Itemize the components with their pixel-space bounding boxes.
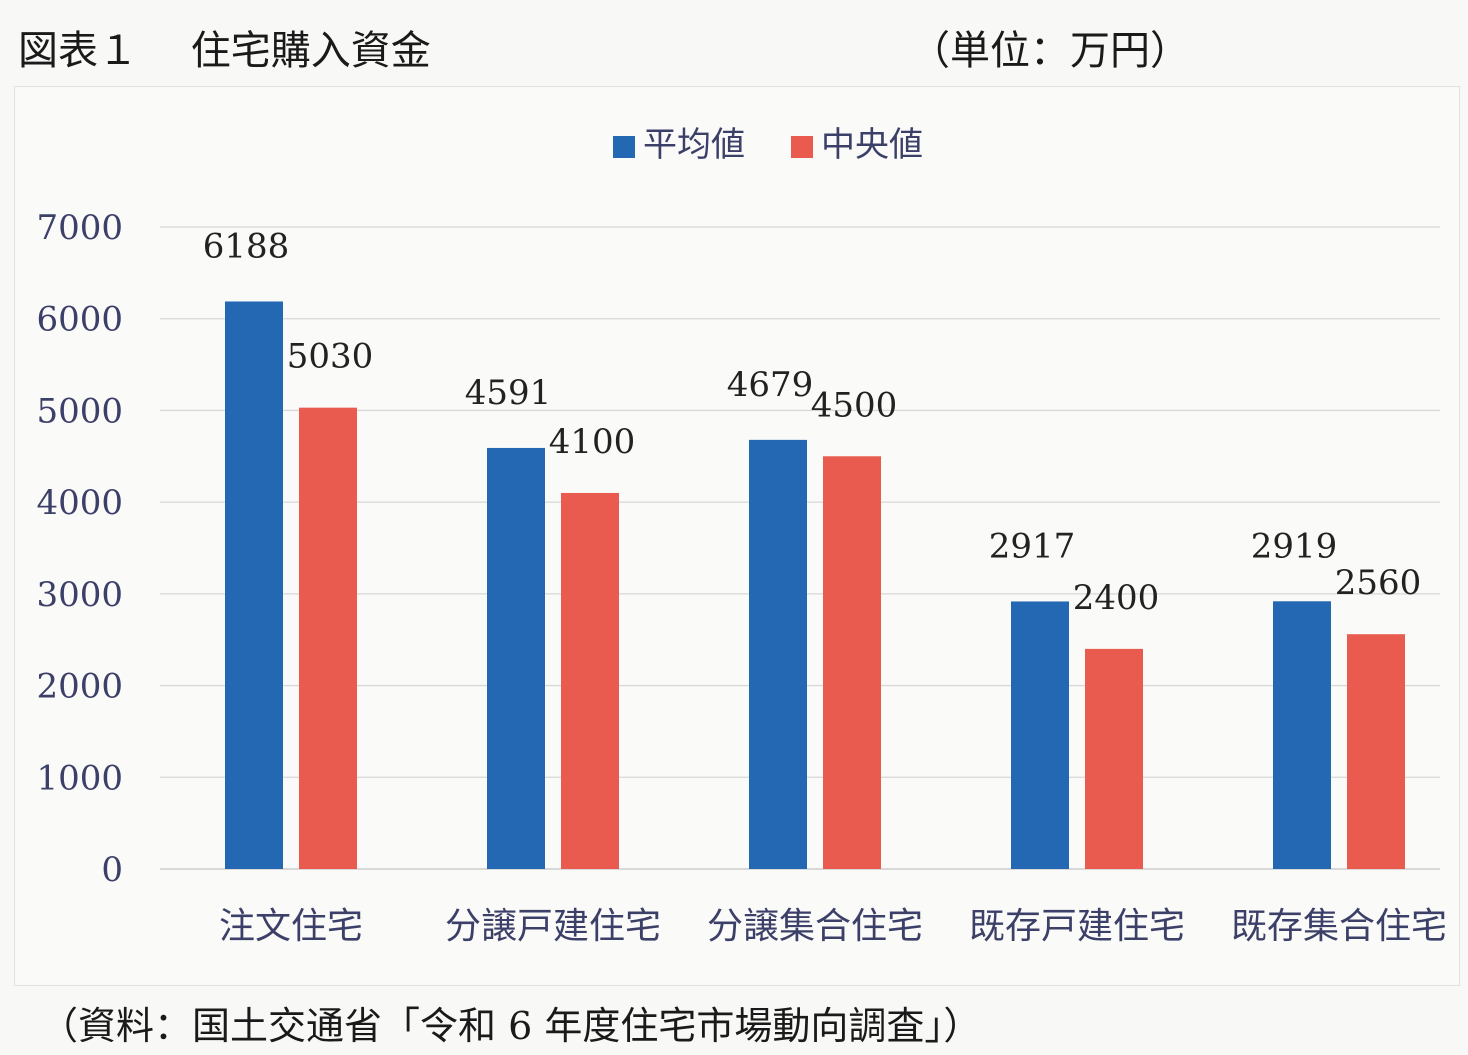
y-tick-label: 1000 <box>36 758 123 798</box>
x-tick-label: 分譲集合住宅 <box>707 906 923 947</box>
x-tick-label: 注文住宅 <box>219 906 363 947</box>
data-label: 4100 <box>549 422 636 462</box>
bar-median <box>561 492 619 869</box>
legend-swatch <box>613 136 635 158</box>
y-tick-label: 2000 <box>36 667 123 707</box>
bar-mean <box>1273 601 1331 869</box>
bar-mean <box>487 447 545 869</box>
y-axis-ticks: 0 1000 2000 3000 4000 5000 6000 7000 <box>36 208 123 890</box>
data-label: 2917 <box>989 526 1076 566</box>
y-tick-label: 4000 <box>36 483 123 523</box>
data-label: 2400 <box>1073 578 1160 618</box>
unit-label: （単位：万円） <box>910 28 1190 74</box>
figure-title: 図表１ 住宅購入資金 <box>18 28 431 74</box>
bar-mean <box>749 439 807 869</box>
data-label: 2560 <box>1335 563 1422 603</box>
data-label: 4500 <box>811 385 898 425</box>
legend-swatch <box>791 136 813 158</box>
data-label: 6188 <box>203 226 290 266</box>
legend: 平均値 中央値 <box>613 125 923 165</box>
x-tick-label: 既存戸建住宅 <box>969 906 1185 947</box>
source-note: （資料：国土交通省「令和 6 年度住宅市場動向調査」） <box>40 1004 982 1048</box>
bar-median <box>823 456 881 869</box>
y-tick-label: 6000 <box>36 300 123 340</box>
bar-median <box>299 407 357 869</box>
data-label: 2919 <box>1251 526 1338 566</box>
bar-mean <box>225 301 283 869</box>
data-label: 4679 <box>727 365 814 405</box>
x-tick-label: 既存集合住宅 <box>1231 906 1447 947</box>
x-tick-label: 分譲戸建住宅 <box>445 906 661 947</box>
y-tick-label: 3000 <box>36 575 123 615</box>
y-tick-label: 5000 <box>36 391 123 431</box>
bar-mean <box>1011 601 1069 869</box>
y-tick-label: 7000 <box>36 208 123 248</box>
legend-label: 中央値 <box>821 125 923 165</box>
data-label: 5030 <box>287 337 374 377</box>
bar-median <box>1085 648 1143 869</box>
bar-median <box>1347 634 1405 869</box>
y-tick-label: 0 <box>101 850 123 890</box>
legend-label: 平均値 <box>643 125 745 165</box>
data-label: 4591 <box>465 373 552 413</box>
x-axis-ticks: 注文住宅 分譲戸建住宅 分譲集合住宅 既存戸建住宅 既存集合住宅 <box>219 906 1447 947</box>
bars <box>225 301 1405 869</box>
